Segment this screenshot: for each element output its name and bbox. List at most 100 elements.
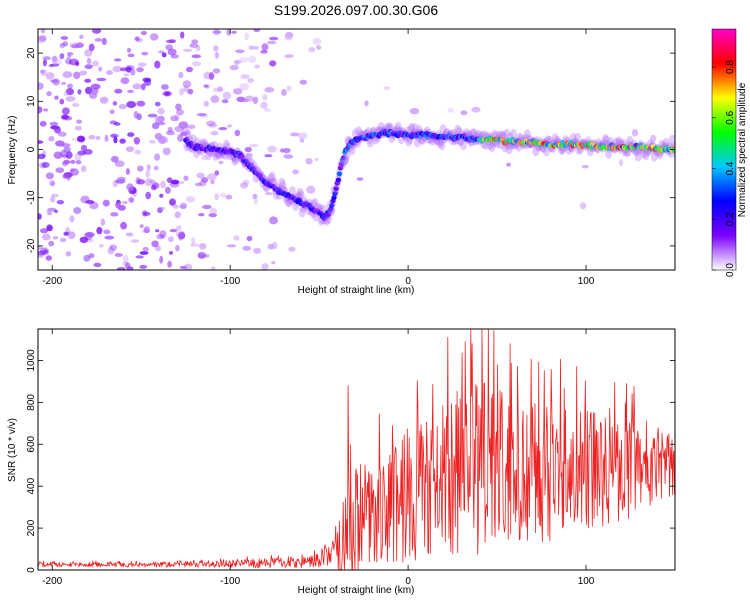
spectrogram-noise-cell — [139, 224, 144, 229]
spectrogram-noise-cell — [136, 179, 145, 185]
spectrogram-ridge-halo — [405, 136, 413, 147]
spectrogram-noise-cell — [46, 91, 52, 97]
spectrogram-noise-cell — [174, 126, 185, 132]
spectrogram-noise-cell — [79, 70, 88, 76]
spectrogram-noise-cell — [210, 266, 216, 270]
spectrogram-noise-cell — [234, 129, 241, 137]
spectrogram-noise-cell — [200, 177, 209, 183]
spectrogram-noise-cell — [61, 114, 69, 120]
spectrogram-noise-cell — [70, 159, 76, 164]
spectrogram-noise-cell — [109, 109, 115, 114]
spectrogram-noise-cell — [114, 88, 123, 94]
spectrogram-noise-cell — [199, 180, 207, 187]
spectrogram-noise-cell — [226, 29, 231, 36]
y-tick-label: 1000 — [26, 349, 37, 372]
spectrogram-noise-cell — [151, 182, 160, 189]
spectrogram-noise-cell — [283, 154, 294, 159]
spectrogram-noise-cell — [180, 202, 187, 210]
spectrogram-x-label: Height of straight line (km) — [298, 285, 415, 296]
spectrogram-noise-cell — [208, 72, 215, 80]
spectrogram-noise-cell — [55, 59, 62, 65]
spectrogram-ridge-halo — [204, 150, 212, 161]
spectrogram-noise-cell — [196, 113, 207, 117]
spectrogram-ridge-halo — [245, 153, 253, 164]
spectrogram-noise-cell — [157, 136, 167, 144]
spectrogram-noise-cell — [242, 99, 249, 103]
spectrogram-noise-cell — [169, 181, 180, 188]
spectrogram-noise-cell — [65, 251, 72, 257]
spectrogram-noise-cell — [102, 199, 110, 207]
spectrogram-noise-cell — [243, 179, 250, 186]
spectrogram-noise-cell — [166, 130, 175, 136]
spectrogram-noise-cell — [235, 49, 245, 54]
spectrogram-noise-cell — [119, 138, 126, 144]
spectrogram-noise-cell — [282, 147, 291, 154]
spectrogram-noise-cell — [123, 73, 130, 77]
spectrogram-noise-cell — [308, 47, 316, 53]
spectrogram-noise-cell — [221, 99, 229, 104]
spectrogram-noise-cell — [120, 221, 128, 230]
spectrogram-noise-cell — [176, 108, 184, 116]
spectrogram-noise-cell — [62, 71, 73, 78]
spectrogram-noise-cell — [159, 255, 164, 264]
spectrogram-noise-cell — [38, 35, 47, 43]
spectrogram-noise-cell — [155, 229, 160, 233]
spectrogram-noise-cell — [305, 158, 313, 165]
spectrogram-noise-cell — [205, 254, 210, 258]
x-tick-label: -200 — [42, 276, 62, 287]
spectrogram-ridge-cell — [672, 147, 675, 153]
y-tick-label: 10 — [26, 95, 37, 107]
y-tick-label: 600 — [26, 435, 37, 452]
spectrogram-x-ticks: -200 -100 0 100 — [42, 29, 595, 287]
spectrogram-noise-cell — [127, 89, 134, 93]
spectrogram-noise-cell — [79, 34, 84, 39]
spectrogram-noise-cell — [165, 44, 174, 51]
snr-x-ticks: -200 -100 0 100 — [42, 329, 595, 587]
spectrogram-ridge-cell — [337, 165, 344, 171]
spectrogram-ridge-halo — [615, 136, 623, 147]
snr-y-label: SNR (10 * v/v) — [7, 418, 18, 482]
spectrogram-noise-cell — [48, 136, 55, 142]
snr-x-label: Height of straight line (km) — [298, 585, 415, 596]
spectrogram-ridge-cell — [335, 177, 341, 183]
spectrogram-noise-cell — [231, 156, 237, 163]
spectrogram-noise-cell — [234, 60, 243, 64]
spectrogram-noise-cell — [134, 36, 140, 42]
spectrogram-noise-cell — [364, 100, 369, 107]
spectrogram-noise-cell — [206, 173, 217, 181]
spectrogram-noise-cell — [175, 245, 180, 252]
spectrogram-noise-cell — [59, 237, 67, 243]
spectrogram-ridge-halo — [605, 148, 612, 159]
spectrogram-noise-cell — [471, 106, 481, 113]
spectrogram-noise-cell — [229, 65, 239, 71]
spectrogram-noise-cell — [65, 57, 72, 65]
spectrogram-noise-cell — [161, 84, 169, 90]
spectrogram-noise-cell — [198, 213, 205, 217]
spectrogram-noise-cell — [178, 204, 187, 209]
spectrogram-noise-cell — [212, 68, 221, 74]
spectrogram-noise-cell — [180, 131, 187, 136]
colorbar-label: Normalized spectral amplitude — [737, 82, 748, 217]
spectrogram-ridge-halo — [650, 151, 658, 162]
spectrogram-noise-cell — [249, 144, 259, 148]
spectrogram-noise-cell — [38, 213, 42, 220]
colorbar: 0.0 0.2 0.4 0.6 0.8 Normalized spectral ampl… — [711, 28, 748, 277]
spectrogram-noise-cell — [40, 29, 46, 34]
spectrogram-noise-cell — [67, 54, 72, 59]
spectrogram-noise-cell — [92, 29, 102, 34]
spectrogram-ridge-cell — [332, 191, 338, 197]
spectrogram-noise-cell — [99, 96, 109, 104]
spectrogram-noise-cell — [126, 47, 132, 53]
spectrogram-noise-cell — [139, 264, 148, 269]
spectrogram-noise-cell — [170, 115, 179, 122]
spectrogram-noise-cell — [67, 231, 76, 240]
x-tick-label: 0 — [405, 276, 411, 287]
spectrogram-noise-cell — [139, 251, 149, 255]
snr-plot-area — [38, 329, 675, 570]
spectrogram-noise-cell — [264, 154, 273, 158]
spectrogram-noise-cell — [160, 180, 166, 189]
spectrogram-noise-cell — [253, 247, 262, 254]
spectrogram-noise-cell — [182, 48, 193, 52]
